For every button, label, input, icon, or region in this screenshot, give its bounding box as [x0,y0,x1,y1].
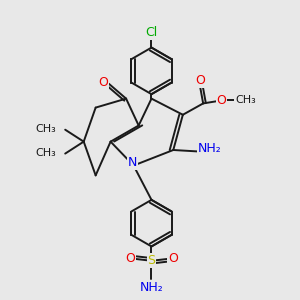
Text: NH₂: NH₂ [198,142,222,155]
Text: O: O [98,76,108,89]
Text: S: S [148,254,155,267]
Text: CH₃: CH₃ [35,148,56,158]
Text: NH₂: NH₂ [140,281,164,294]
Text: CH₃: CH₃ [235,95,256,105]
Text: O: O [125,252,135,265]
Text: O: O [217,94,226,107]
Text: O: O [168,252,178,265]
Text: CH₃: CH₃ [35,124,56,134]
Text: O: O [196,74,206,87]
Text: N: N [128,156,137,169]
Text: Cl: Cl [146,26,158,39]
